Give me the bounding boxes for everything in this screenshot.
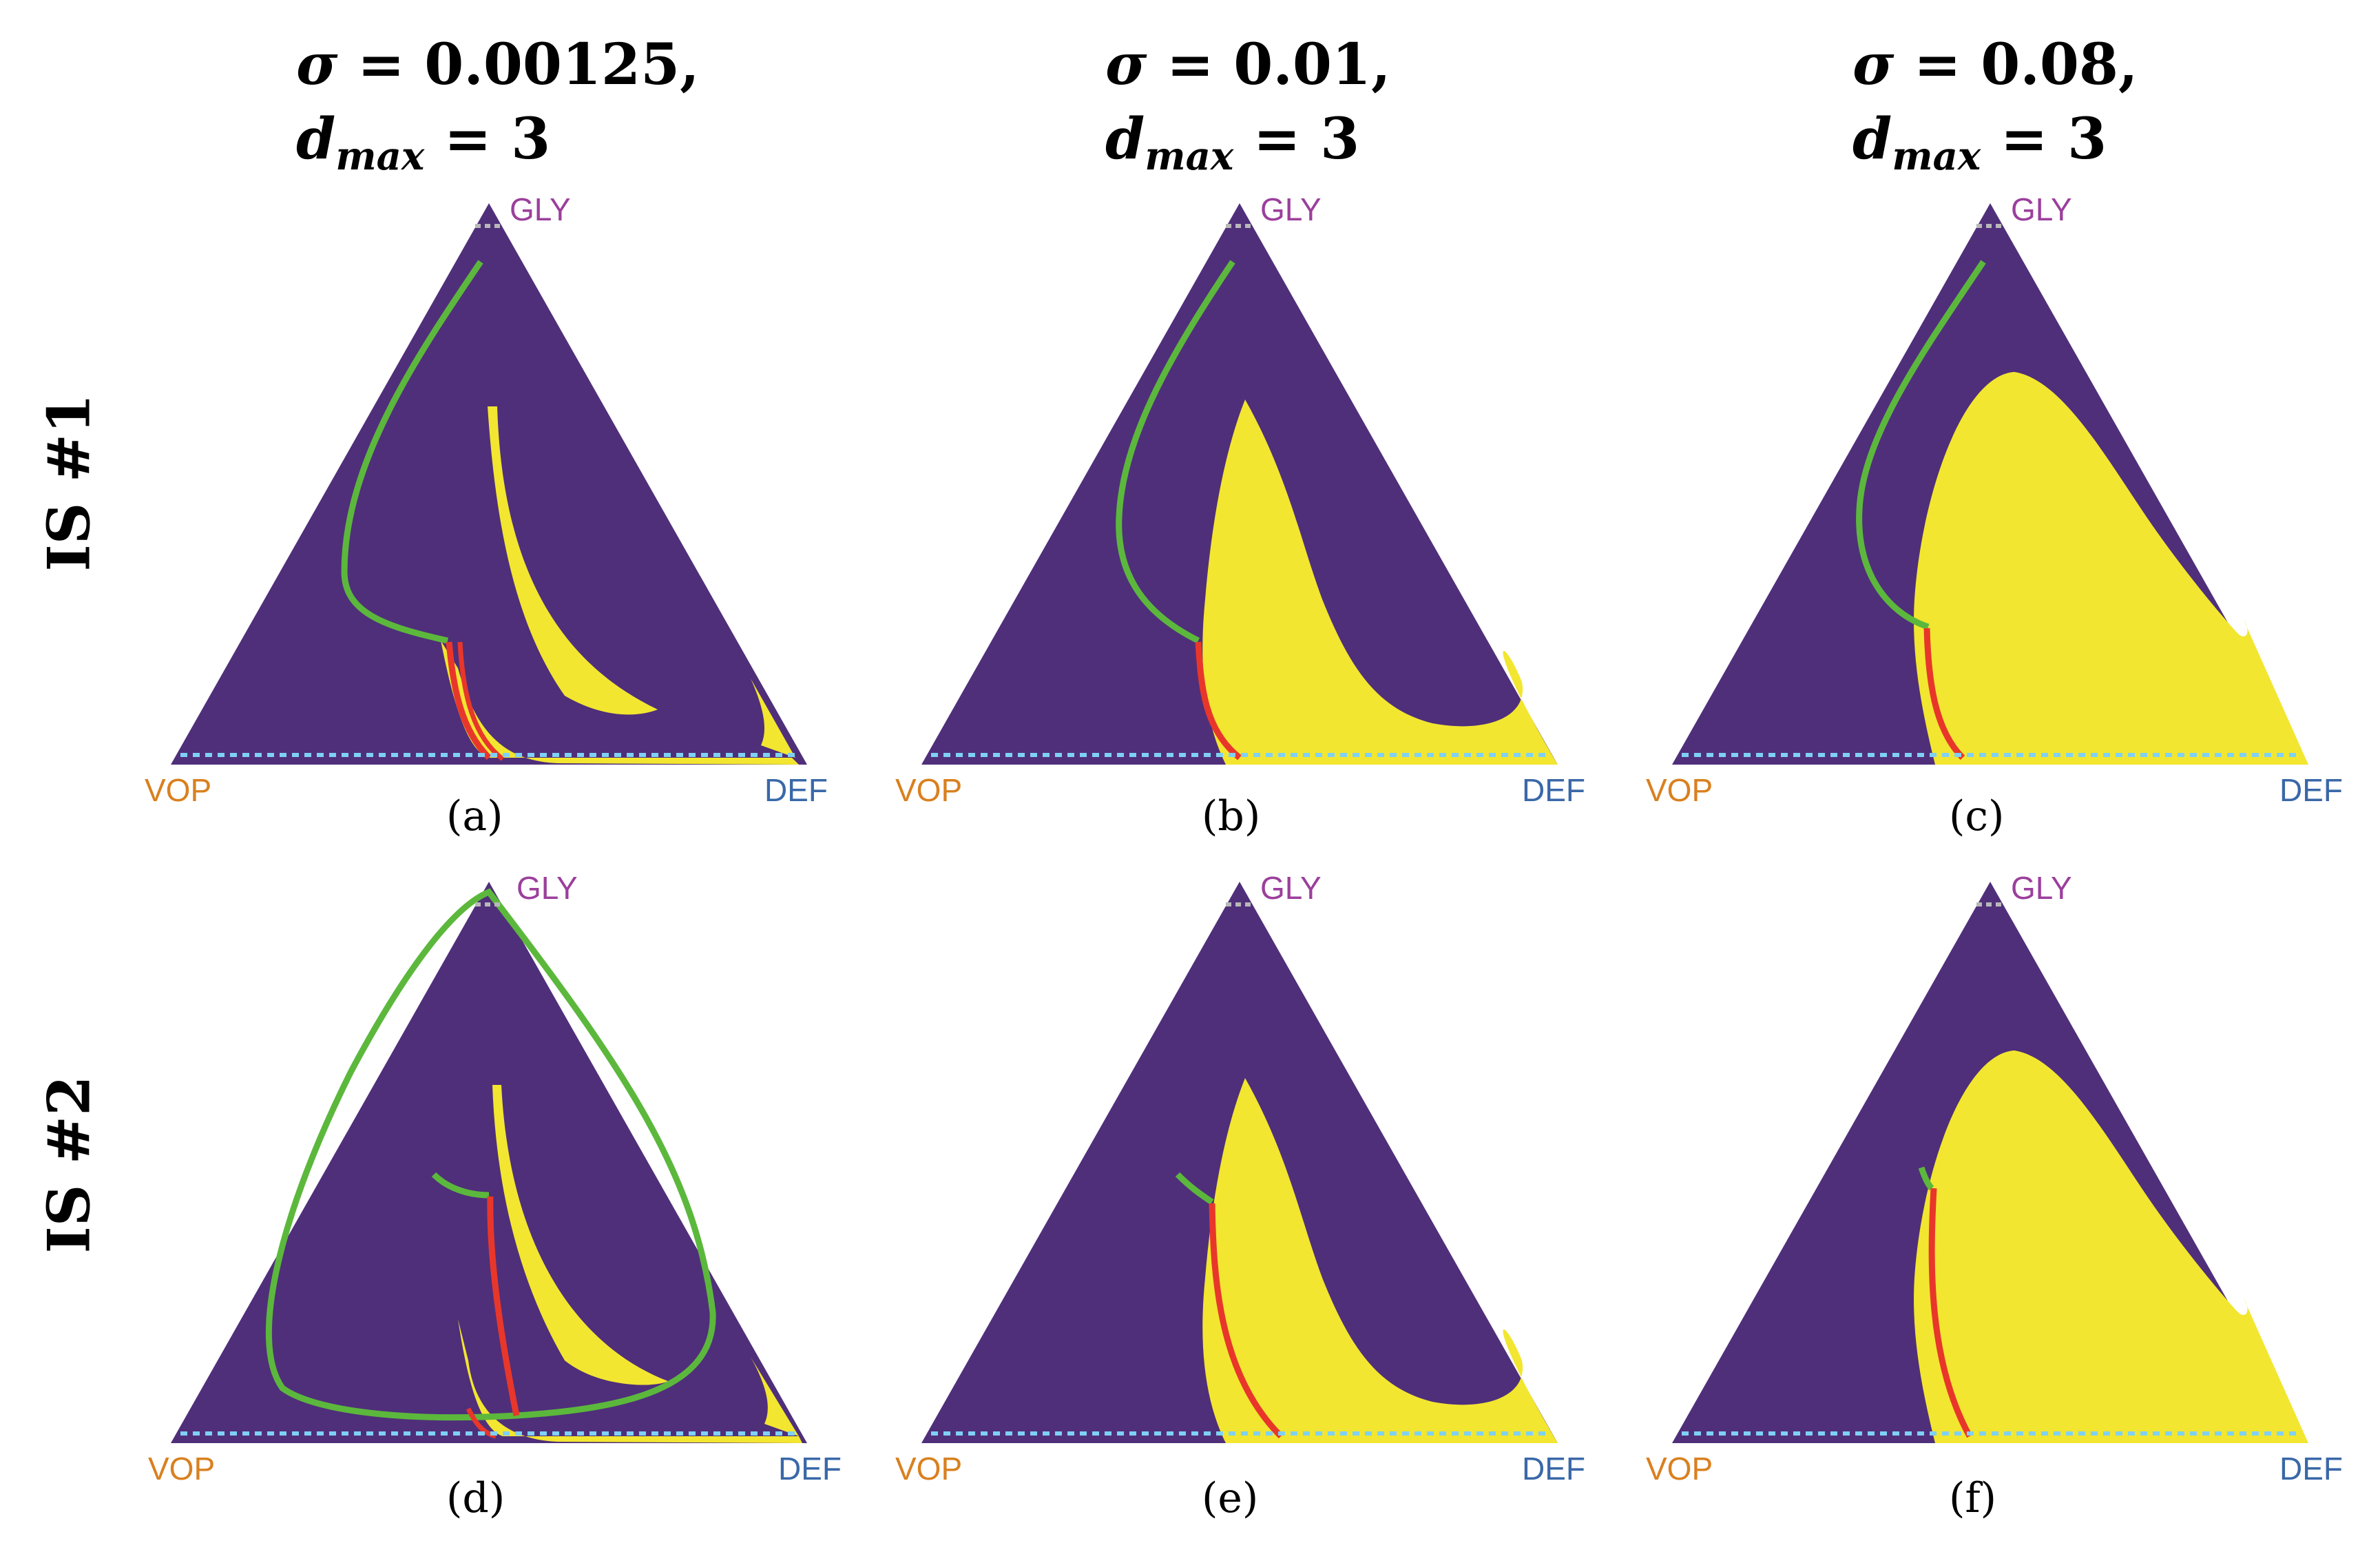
- caption-e: (e): [1202, 1474, 1259, 1522]
- d-value: = 3: [1233, 106, 1360, 172]
- red-trajectory: [1928, 1188, 1972, 1438]
- sigma-value: = 0.00125,: [337, 32, 700, 98]
- green-trajectory: [1175, 1172, 1214, 1205]
- green-trajectory: [1856, 260, 1986, 630]
- panel-f: GLY VOP DEF: [1646, 870, 2343, 1484]
- vertex-label-def: DEF: [1522, 1451, 1585, 1484]
- d-value: = 3: [424, 106, 551, 172]
- column-title-1: σ = 0.00125, dmax = 3: [296, 28, 700, 194]
- red-trajectory: [457, 641, 505, 761]
- panel-c: GLY VOP DEF: [1646, 191, 2343, 806]
- vertex-label-vop: VOP: [895, 772, 962, 806]
- column-title-3: σ = 0.08, dmax = 3: [1852, 28, 2138, 194]
- basin-region: [1914, 372, 2308, 765]
- vertex-label-vop: VOP: [1646, 772, 1713, 806]
- red-trajectory: [1209, 1203, 1284, 1439]
- sigma-symbol: σ: [1105, 32, 1147, 98]
- vertex-label-def: DEF: [764, 772, 828, 806]
- row-label-1: IS #1: [34, 393, 103, 572]
- green-trajectory: [1116, 260, 1235, 644]
- sigma-value: = 0.08,: [1894, 32, 2138, 98]
- vertex-label-vop: VOP: [148, 1451, 215, 1484]
- d-symbol: d: [296, 106, 336, 172]
- basin-region: [488, 406, 658, 715]
- d-symbol: d: [1852, 106, 1892, 172]
- d-subscript: max: [1145, 134, 1234, 179]
- green-trajectory: [431, 1172, 490, 1199]
- red-trajectory: [1923, 628, 1965, 760]
- vertex-label-vop: VOP: [895, 1451, 962, 1484]
- vertex-label-def: DEF: [2279, 772, 2343, 806]
- simplex-background: [171, 882, 807, 1443]
- sigma-value: = 0.01,: [1147, 32, 1391, 98]
- vertex-label-gly: GLY: [510, 191, 571, 227]
- green-trajectory: [1918, 1166, 1934, 1191]
- caption-d: (d): [446, 1474, 505, 1522]
- vertex-label-gly: GLY: [2011, 870, 2072, 906]
- panel-e: GLY VOP DEF: [895, 870, 1585, 1484]
- vertex-label-def: DEF: [2279, 1451, 2343, 1484]
- d-symbol: d: [1105, 106, 1145, 172]
- d-subscript: max: [1892, 134, 1981, 179]
- basin-region: [492, 1085, 668, 1385]
- basin-region: [1202, 1078, 1558, 1443]
- vertex-label-def: DEF: [1522, 772, 1585, 806]
- basin-region: [751, 1357, 799, 1436]
- sigma-symbol: σ: [296, 32, 338, 98]
- green-trajectory: [341, 260, 483, 644]
- green-trajectory: [265, 888, 716, 1421]
- simplex-background: [171, 203, 807, 765]
- vertex-label-vop: VOP: [145, 772, 211, 806]
- d-subscript: max: [335, 134, 425, 179]
- basin-region: [1914, 1050, 2308, 1443]
- caption-a: (a): [446, 792, 503, 840]
- panel-a: GLY VOP DEF: [145, 191, 828, 806]
- basin-region: [1202, 400, 1558, 765]
- red-trajectory: [487, 1196, 520, 1416]
- d-value: = 3: [1981, 106, 2107, 172]
- vertex-label-def: DEF: [778, 1451, 842, 1484]
- caption-b: (b): [1202, 792, 1261, 840]
- vertex-label-gly: GLY: [1260, 191, 1322, 227]
- vertex-label-gly: GLY: [1260, 870, 1322, 906]
- row-label-2: IS #2: [34, 1075, 103, 1254]
- basin-region: [751, 679, 795, 758]
- panel-b: GLY VOP DEF: [895, 191, 1585, 806]
- vertex-label-gly: GLY: [2011, 191, 2072, 227]
- red-trajectory: [446, 641, 492, 760]
- vertex-label-vop: VOP: [1646, 1451, 1713, 1484]
- caption-f: (f): [1949, 1474, 1997, 1522]
- sigma-symbol: σ: [1852, 32, 1894, 98]
- caption-c: (c): [1949, 792, 2005, 840]
- panel-d: GLY VOP DEF: [148, 870, 842, 1484]
- red-trajectory: [1195, 641, 1242, 760]
- vertex-label-gly: GLY: [516, 870, 578, 906]
- column-title-2: σ = 0.01, dmax = 3: [1105, 28, 1391, 194]
